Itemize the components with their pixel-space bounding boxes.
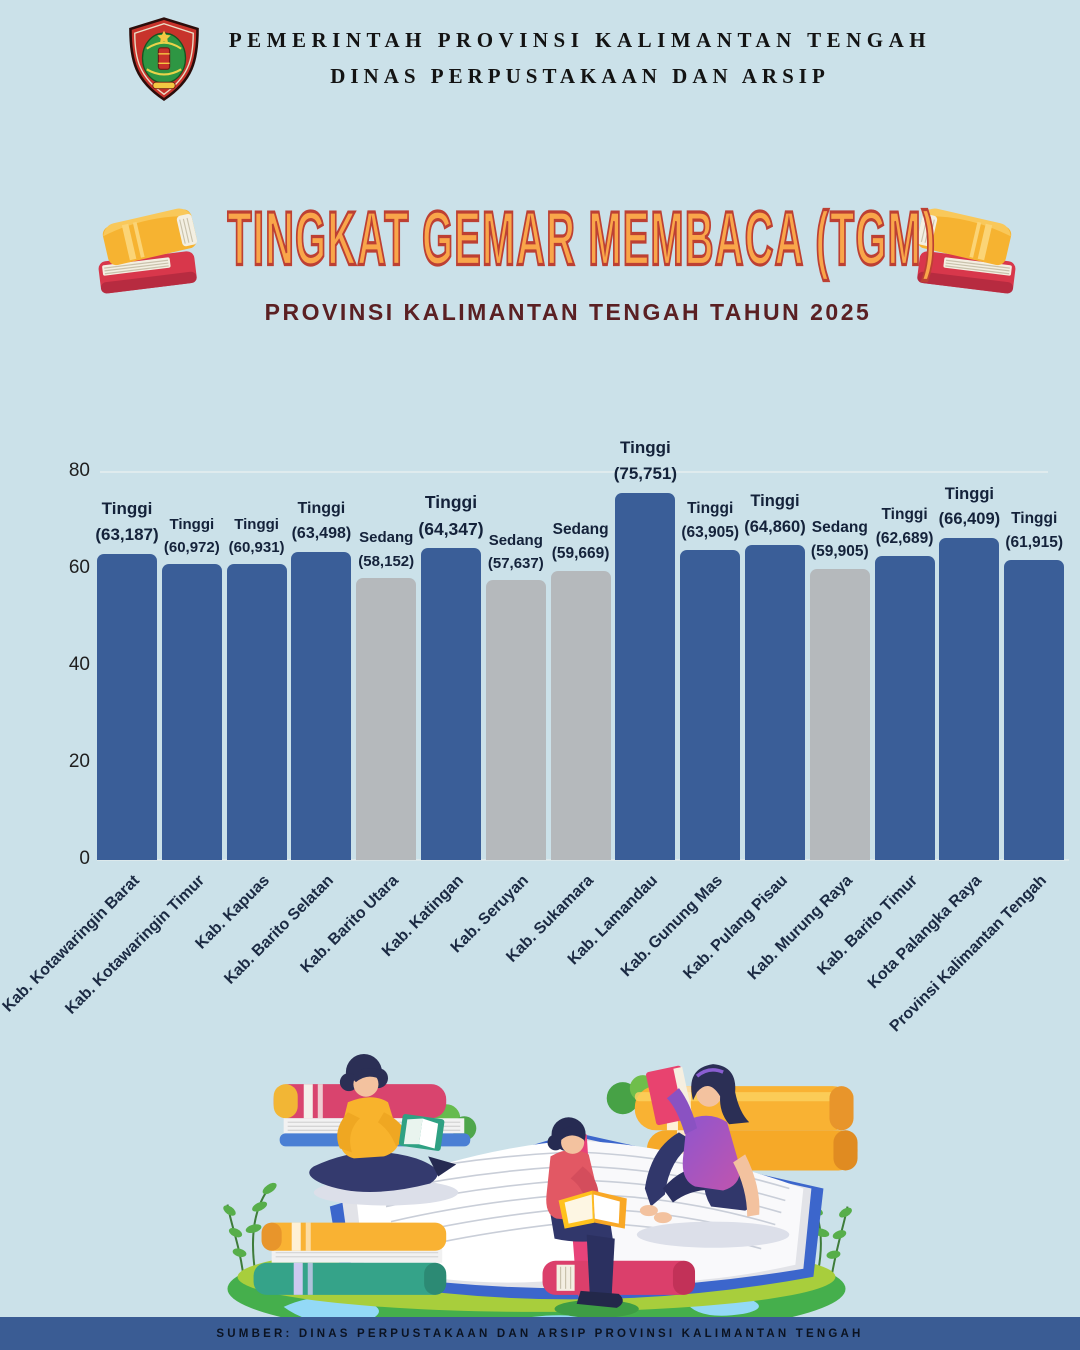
header-line-1: PEMERINTAH PROVINSI KALIMANTAN TENGAH — [228, 28, 932, 52]
bar-value-label: Tinggi (63,498) — [291, 500, 352, 543]
source-text: SUMBER: DINAS PERPUSTAKAAN DAN ARSIP PRO… — [216, 1327, 864, 1340]
bar-value-label: Tinggi (63,905) — [681, 500, 740, 542]
bar-value-label: Tinggi (75,751) — [613, 437, 678, 484]
bar-value-label: Tinggi (63,187) — [95, 498, 159, 545]
bar-Kota Palangka Raya — [939, 537, 1000, 860]
bar-Kab. Kotawaringin Timur — [161, 564, 222, 860]
y-axis-tick: 0 — [79, 848, 90, 869]
bar-Kab. Barito Timur — [874, 555, 935, 860]
y-axis-tick: 80 — [68, 460, 90, 481]
footer-source-bar: SUMBER: DINAS PERPUSTAKAAN DAN ARSIP PRO… — [0, 1317, 1080, 1350]
bar-value-label: Sedang (59,669) — [551, 520, 610, 562]
person-boy-reading — [546, 1117, 639, 1318]
title-block: TINGKAT GEMAR MEMBACA (TGM) — [28, 196, 1080, 283]
bar-value-label: Tinggi (62,689) — [875, 505, 934, 547]
y-axis-tick: 20 — [68, 751, 90, 772]
bar-value-label: Sedang (59,905) — [810, 519, 869, 561]
bar-value-label: Tinggi (60,972) — [163, 515, 220, 557]
bar-Kab. Kapuas — [226, 564, 287, 860]
bar-Kab. Gunung Mas — [680, 550, 741, 860]
page-subtitle: PROVINSI KALIMANTAN TENGAH TAHUN 2025 — [264, 299, 872, 325]
book-stack-front-left — [253, 1222, 447, 1295]
header-line-2: DINAS PERPUSTAKAAN DAN ARSIP — [330, 64, 830, 88]
person-woman-reading — [309, 1054, 459, 1206]
bar-Kab. Barito Utara — [356, 577, 417, 860]
reading-illustration — [223, 1054, 858, 1339]
bar-Kab. Kotawaringin Barat — [97, 553, 157, 860]
plant-left-leaves — [223, 1182, 277, 1257]
books-stack-icon — [916, 208, 1016, 294]
y-axis-tick: 60 — [68, 557, 90, 578]
bar-value-label: Tinggi (60,931) — [228, 516, 285, 557]
bar-value-label: Tinggi (64,860) — [744, 492, 806, 536]
bar-Kab. Murung Raya — [809, 569, 870, 860]
person-girl-reading — [636, 1064, 790, 1248]
bar-Kab. Barito Selatan — [291, 552, 352, 860]
bar-value-label: Tinggi (61,915) — [1005, 509, 1064, 551]
x-axis-line — [97, 859, 1069, 861]
gridline-80 — [100, 471, 1048, 473]
bar-Kab. Seruyan — [485, 580, 546, 860]
bar-value-label: Sedang (58,152) — [358, 529, 415, 570]
yellow-book — [558, 1190, 627, 1229]
government-header: PEMERINTAH PROVINSI KALIMANTAN TENGAH DI… — [220, 28, 940, 89]
bar-Kab. Katingan — [421, 547, 481, 860]
book-front-right — [542, 1260, 696, 1295]
bar-Kab. Pulang Pisau — [745, 545, 805, 860]
y-axis-tick: 40 — [68, 654, 90, 675]
provincial-emblem-logo — [129, 17, 199, 101]
bar-Kab. Lamandau — [615, 492, 676, 860]
books-stack-icon — [98, 208, 198, 294]
bar-value-label: Sedang (57,637) — [487, 531, 544, 573]
green-book — [398, 1114, 445, 1151]
bar-value-label: Tinggi (66,409) — [938, 484, 1001, 529]
bar-Kab. Sukamara — [550, 570, 611, 860]
page-title: TINGKAT GEMAR MEMBACA (TGM) — [227, 196, 937, 283]
bar-Provinsi Kalimantan Tengah — [1004, 559, 1065, 860]
bar-value-label: Tinggi (64,347) — [418, 491, 484, 539]
